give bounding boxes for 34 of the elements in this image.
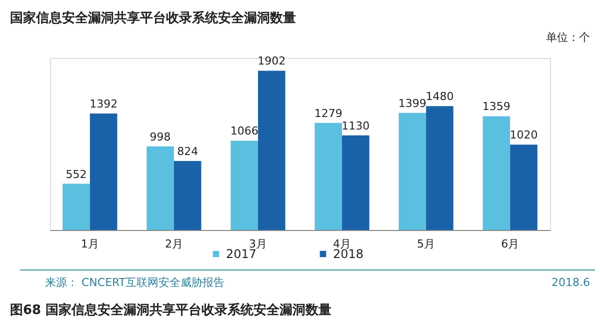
bar — [342, 135, 370, 230]
x-tick-label: 2月 — [164, 238, 183, 250]
data-label: 824 — [177, 145, 198, 158]
caption: 图68 国家信息安全漏洞共享平台收录系统安全漏洞数量 — [10, 302, 332, 318]
x-tick-label: 5月 — [417, 238, 436, 250]
bar — [62, 184, 90, 230]
data-label: 1020 — [510, 128, 538, 142]
bar — [230, 140, 258, 230]
data-label: 1480 — [426, 90, 454, 104]
bar — [426, 106, 454, 230]
text: 单位：个 — [546, 31, 590, 44]
x-tick-label: 1月 — [80, 238, 99, 250]
data-label: 552 — [66, 168, 87, 181]
data-label: 1130 — [342, 119, 370, 132]
bar — [482, 116, 510, 230]
bar — [146, 146, 174, 230]
data-label: 1392 — [90, 97, 118, 110]
bar — [90, 113, 118, 230]
x-tick-label: 6月 — [501, 238, 520, 250]
data-label: 1066 — [230, 124, 258, 138]
data-label: 1279 — [314, 106, 342, 120]
data-label: 998 — [150, 130, 171, 144]
bar — [258, 70, 286, 230]
data-label: 1399 — [398, 96, 426, 110]
bar — [174, 161, 202, 230]
x-tick-label: 4月 — [333, 238, 352, 250]
bar — [398, 112, 426, 230]
bar — [314, 122, 342, 230]
text: 2018.6 — [552, 276, 590, 289]
bar — [510, 144, 538, 230]
data-label: 1902 — [258, 54, 286, 68]
chart-title: 国家信息安全漏洞共享平台收录系统安全漏洞数量 — [10, 10, 296, 26]
source-note: 来源： CNCERT互联网安全威胁报告 — [45, 276, 225, 289]
data-label: 1359 — [482, 100, 510, 114]
